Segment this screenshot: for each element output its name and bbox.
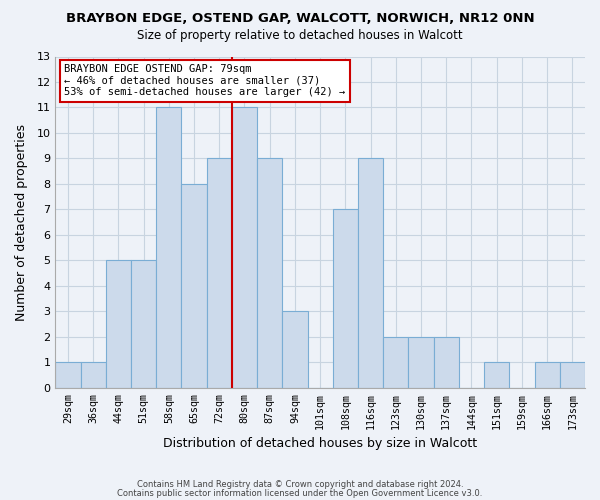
Bar bbox=[484, 362, 509, 388]
Bar bbox=[383, 337, 409, 388]
Bar bbox=[358, 158, 383, 388]
Bar bbox=[206, 158, 232, 388]
Bar bbox=[535, 362, 560, 388]
Text: Contains public sector information licensed under the Open Government Licence v3: Contains public sector information licen… bbox=[118, 489, 482, 498]
Bar bbox=[181, 184, 206, 388]
Bar bbox=[106, 260, 131, 388]
Bar bbox=[434, 337, 459, 388]
Bar bbox=[232, 108, 257, 388]
Bar bbox=[283, 312, 308, 388]
X-axis label: Distribution of detached houses by size in Walcott: Distribution of detached houses by size … bbox=[163, 437, 477, 450]
Bar bbox=[80, 362, 106, 388]
Text: Contains HM Land Registry data © Crown copyright and database right 2024.: Contains HM Land Registry data © Crown c… bbox=[137, 480, 463, 489]
Y-axis label: Number of detached properties: Number of detached properties bbox=[15, 124, 28, 320]
Bar bbox=[333, 210, 358, 388]
Bar bbox=[55, 362, 80, 388]
Bar bbox=[131, 260, 156, 388]
Text: BRAYBON EDGE OSTEND GAP: 79sqm
← 46% of detached houses are smaller (37)
53% of : BRAYBON EDGE OSTEND GAP: 79sqm ← 46% of … bbox=[64, 64, 346, 98]
Bar bbox=[156, 108, 181, 388]
Text: BRAYBON EDGE, OSTEND GAP, WALCOTT, NORWICH, NR12 0NN: BRAYBON EDGE, OSTEND GAP, WALCOTT, NORWI… bbox=[65, 12, 535, 26]
Bar bbox=[409, 337, 434, 388]
Text: Size of property relative to detached houses in Walcott: Size of property relative to detached ho… bbox=[137, 29, 463, 42]
Bar bbox=[560, 362, 585, 388]
Bar bbox=[257, 158, 283, 388]
